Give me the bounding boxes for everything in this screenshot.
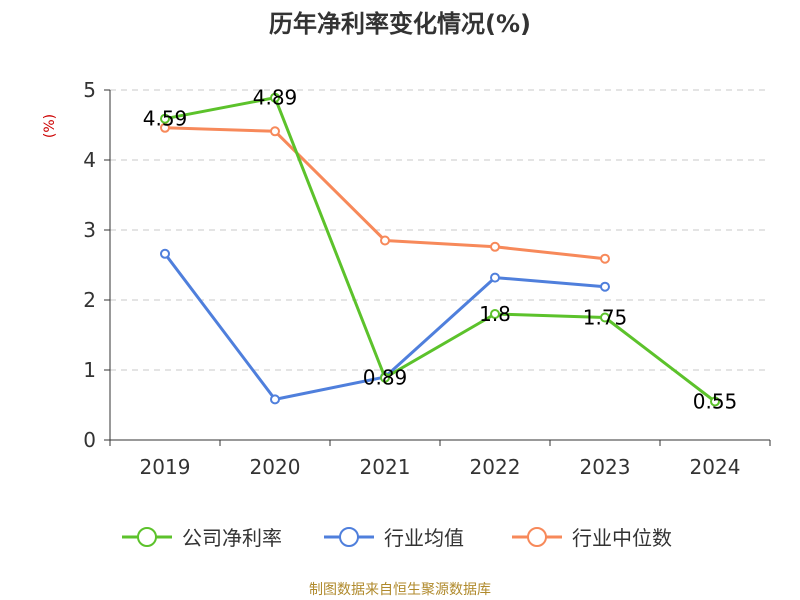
data-labels: 4.59 4.89 0.89 1.8 1.75 0.55 xyxy=(143,86,738,414)
data-label: 4.59 xyxy=(143,107,188,131)
series-lines xyxy=(160,92,720,407)
data-point xyxy=(270,126,280,137)
y-axis-label: (%) xyxy=(42,114,58,138)
gridlines xyxy=(110,89,770,371)
data-label: 4.89 xyxy=(253,86,298,110)
legend[interactable]: 公司净利率 行业均值 行业中位数 xyxy=(122,526,672,550)
legend-marker xyxy=(339,527,359,547)
series-line xyxy=(164,96,716,403)
data-label: 0.89 xyxy=(363,366,408,390)
x-tick-label: 2020 xyxy=(250,455,301,479)
data-point xyxy=(380,372,390,383)
y-tick-label: 3 xyxy=(83,218,96,242)
x-tick-label: 2022 xyxy=(470,455,521,479)
legend-marker xyxy=(527,527,547,547)
data-point xyxy=(270,394,280,405)
x-tick-label: 2021 xyxy=(360,455,411,479)
data-label: 1.8 xyxy=(479,302,511,326)
data-point xyxy=(380,235,390,246)
y-tick-label: 5 xyxy=(83,78,96,102)
data-label: 0.55 xyxy=(693,390,738,414)
legend-item[interactable]: 公司净利率 xyxy=(122,526,282,550)
y-tick-label: 4 xyxy=(83,148,96,172)
y-tick-label: 0 xyxy=(83,428,96,452)
data-point xyxy=(160,122,170,133)
data-point xyxy=(710,396,720,407)
data-point xyxy=(160,248,170,259)
x-tick-label: 2024 xyxy=(690,455,741,479)
legend-marker xyxy=(137,527,157,547)
legend-item[interactable]: 行业均值 xyxy=(324,526,464,550)
legend-item[interactable]: 行业中位数 xyxy=(512,526,672,550)
x-tick-label: 2019 xyxy=(140,455,191,479)
source-note: 制图数据来自恒生聚源数据库 xyxy=(309,582,491,598)
x-tick-label: 2023 xyxy=(580,455,631,479)
data-point xyxy=(600,281,610,292)
axes: 0 1 2 3 4 5 2019 2020 2021 2022 2023 2024 xyxy=(83,78,771,479)
data-point xyxy=(600,253,610,264)
data-label: 1.75 xyxy=(583,306,628,330)
data-point xyxy=(490,272,500,283)
data-point xyxy=(600,312,610,323)
legend-label: 行业均值 xyxy=(384,526,464,550)
data-point xyxy=(160,113,170,124)
data-point xyxy=(490,241,500,252)
legend-label: 公司净利率 xyxy=(182,526,282,550)
legend-label: 行业中位数 xyxy=(572,526,672,550)
data-point xyxy=(270,92,280,103)
y-tick-label: 2 xyxy=(83,288,96,312)
data-point xyxy=(490,309,500,319)
chart-title: 历年净利率变化情况(%) xyxy=(269,10,531,38)
y-tick-label: 1 xyxy=(83,358,96,382)
